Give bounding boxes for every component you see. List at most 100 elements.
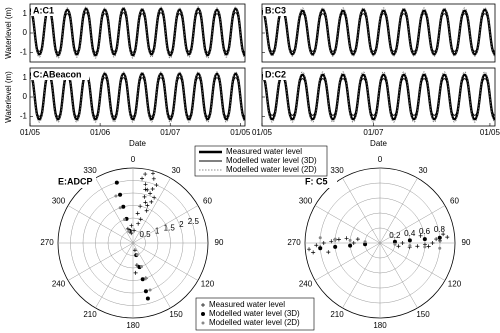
measured-point — [430, 241, 435, 245]
model-2d-point — [318, 236, 322, 240]
r-tick-label: 2.5 — [188, 217, 200, 226]
legend-box — [195, 297, 315, 331]
measured-point — [135, 211, 140, 216]
theta-tick-label: 240 — [299, 280, 313, 289]
panel-title: D:C2 — [265, 69, 286, 79]
model-2d-point — [127, 229, 131, 233]
model-3d-point — [140, 277, 145, 282]
legend-marker — [201, 321, 205, 325]
r-tick-label: 0.8 — [434, 225, 446, 234]
r-tick-label: 0.2 — [389, 231, 401, 240]
model-2d-point — [135, 253, 139, 257]
theta-tick-label: 120 — [448, 280, 462, 289]
theta-grid — [132, 242, 171, 309]
theta-grid — [95, 177, 134, 244]
measured-point — [148, 191, 153, 196]
measured-point — [132, 228, 137, 233]
theta-tick-label: 210 — [83, 310, 97, 319]
theta-tick-label: 30 — [419, 166, 428, 175]
measured-point — [143, 187, 148, 192]
measured-point — [143, 200, 148, 205]
theta-grid — [379, 205, 446, 244]
theta-tick-label: 270 — [40, 238, 54, 247]
measured-point — [415, 244, 420, 249]
x-tick-label: 01/05 — [20, 128, 41, 137]
measured-point — [307, 247, 312, 252]
r-tick-label: 2 — [179, 220, 184, 229]
theta-tick-label: 60 — [450, 197, 459, 206]
theta-grid — [342, 242, 381, 309]
measured-point — [321, 241, 326, 245]
model-3d-point — [318, 246, 323, 251]
measured-point — [400, 241, 405, 245]
r-tick-label: 0.6 — [419, 227, 431, 236]
legend-label: Measured water level — [209, 300, 285, 309]
model-2d-point — [408, 244, 412, 248]
legend-label: Modelled water level (3D) — [226, 156, 317, 165]
measured-point — [140, 176, 145, 181]
panel-title: F: C5 — [305, 176, 328, 186]
model-3d-point — [437, 235, 442, 240]
theta-grid — [314, 205, 381, 244]
measured-point — [133, 270, 138, 275]
theta-grid — [379, 242, 418, 309]
y-tick-label: -1 — [20, 47, 28, 56]
panel-title: E:ADCP — [58, 176, 93, 186]
measured-point — [336, 237, 341, 242]
model-3d-point — [118, 192, 123, 197]
legend-label: Modelled water level (3D) — [209, 309, 300, 318]
theta-grid — [67, 242, 134, 281]
measured-point — [418, 233, 423, 238]
theta-tick-label: 270 — [287, 238, 301, 247]
x-tick-label: 01/06 — [90, 128, 111, 137]
theta-tick-label: 330 — [330, 166, 344, 175]
theta-tick-label: 30 — [172, 166, 181, 175]
panel-title: B:C3 — [265, 5, 286, 15]
y-axis-label: Waterlevel (m) — [4, 71, 13, 123]
measured-point — [329, 239, 334, 244]
model-2d-point — [333, 237, 337, 241]
series-line — [261, 7, 496, 57]
measured-point — [434, 237, 439, 242]
theta-tick-label: 120 — [201, 280, 215, 289]
theta-tick-label: 0 — [131, 155, 136, 164]
theta-grid — [132, 205, 199, 244]
theta-grid — [132, 242, 199, 281]
model-3d-point — [348, 243, 353, 248]
r-tick-label: 1 — [155, 227, 160, 236]
panel-title: C:ABeacon — [33, 69, 82, 79]
theta-grid — [379, 177, 418, 244]
panel-title: A:C1 — [33, 5, 54, 15]
model-3d-point — [145, 296, 150, 301]
theta-grid — [314, 242, 381, 281]
title-bg — [31, 5, 59, 16]
measured-point — [355, 237, 360, 242]
theta-tick-label: 210 — [330, 310, 344, 319]
model-2d-point — [148, 288, 152, 292]
measured-point — [144, 208, 149, 213]
theta-tick-label: 180 — [126, 321, 140, 330]
theta-tick-label: 150 — [169, 310, 183, 319]
model-3d-point — [114, 180, 119, 185]
x-tick-label: 01/05 — [252, 128, 273, 137]
measured-point — [142, 194, 147, 199]
measured-point — [145, 187, 150, 192]
measured-point — [426, 244, 431, 249]
x-tick-label: 01/05 — [480, 128, 500, 137]
model-3d-point — [333, 244, 338, 249]
model-2d-point — [438, 246, 442, 250]
measured-point — [396, 244, 401, 249]
model-3d-point — [407, 238, 412, 243]
series-line — [29, 6, 246, 59]
x-axis-label: Date — [370, 139, 387, 148]
legend-label: Measured water level — [226, 147, 302, 156]
model-2d-point — [118, 206, 122, 210]
r-tick-label: 1.5 — [164, 223, 176, 232]
x-tick-label: 01/05 — [230, 128, 251, 137]
measured-point — [132, 248, 137, 253]
theta-tick-label: 300 — [52, 197, 66, 206]
legend-label: Modelled water level (2D) — [209, 318, 300, 327]
series-line — [261, 13, 496, 52]
model-3d-point — [392, 239, 397, 244]
